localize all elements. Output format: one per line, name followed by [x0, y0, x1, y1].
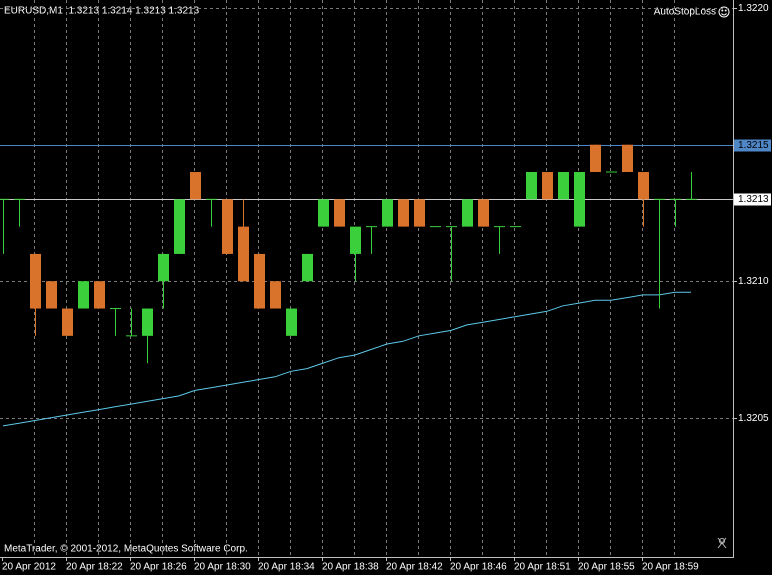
- candle-body: [318, 199, 329, 227]
- candle: [670, 198, 681, 227]
- candle: [574, 172, 585, 227]
- candle-body: [270, 281, 281, 309]
- candle: [494, 226, 505, 254]
- candle: [638, 172, 649, 227]
- candle: [0, 198, 9, 254]
- price-label-box: [734, 139, 771, 152]
- candle: [302, 253, 313, 282]
- x-tick-label: 20 Apr 18:42: [386, 562, 443, 573]
- candle: [654, 198, 665, 309]
- candle: [334, 199, 345, 227]
- candle: [286, 308, 297, 336]
- candle: [414, 199, 425, 227]
- y-tick-label: 1.3220: [738, 3, 769, 14]
- candle-body: [222, 199, 233, 254]
- candle-body: [526, 172, 537, 200]
- candle: [14, 198, 25, 227]
- candle-body: [190, 172, 201, 200]
- candle: [78, 281, 89, 309]
- candle: [558, 172, 569, 200]
- candle: [398, 199, 409, 227]
- x-tick-label: 20 Apr 18:34: [258, 562, 315, 573]
- x-tick-label: 20 Apr 18:59: [642, 562, 699, 573]
- x-tick-label: 20 Apr 18:55: [578, 562, 635, 573]
- y-tick-label: 1.3210: [738, 276, 769, 287]
- candle: [270, 281, 281, 309]
- price-label: 1.3213: [738, 194, 769, 205]
- candle: [190, 172, 201, 200]
- candle: [222, 199, 233, 254]
- candle: [542, 172, 553, 200]
- chart-title: EURUSD,M1 1.3213 1.3214 1.3213 1.3213: [4, 6, 200, 17]
- candle: [30, 253, 41, 336]
- candle: [62, 308, 73, 336]
- candle-body: [254, 253, 265, 309]
- x-tick-label: 20 Apr 18:30: [194, 562, 251, 573]
- candle-body: [478, 199, 489, 227]
- candle-body: [94, 281, 105, 309]
- candle: [110, 308, 121, 336]
- candle: [590, 144, 601, 173]
- candle: [238, 199, 249, 282]
- candle-body: [350, 226, 361, 254]
- candle: [158, 253, 169, 309]
- x-tick-label: 20 Apr 18:26: [130, 562, 187, 573]
- candle: [686, 172, 697, 200]
- moving-average: [2, 291, 691, 427]
- candle: [446, 226, 457, 282]
- candle: [382, 199, 393, 227]
- candle-body: [462, 199, 473, 227]
- candle: [254, 253, 265, 309]
- x-tick-label: 20 Apr 18:38: [322, 562, 379, 573]
- candle-body: [62, 308, 73, 336]
- price-label-box: [734, 193, 771, 206]
- candle: [142, 308, 153, 364]
- candle-body: [398, 199, 409, 227]
- candle: [350, 226, 361, 282]
- candle-body: [638, 172, 649, 200]
- y-tick-label: 1.3205: [738, 413, 769, 424]
- candle: [366, 226, 377, 254]
- candle-body: [558, 172, 569, 200]
- candle: [94, 281, 105, 309]
- expert-name: AutoStopLoss: [654, 7, 716, 18]
- candle: [622, 144, 633, 173]
- smiley-icon: [718, 6, 730, 18]
- candle-body: [286, 308, 297, 336]
- candle: [526, 172, 537, 200]
- candle-body: [30, 253, 41, 309]
- price-label: 1.3215: [738, 140, 769, 151]
- candle: [318, 199, 329, 227]
- x-tick-label: 20 Apr 2012: [2, 562, 56, 573]
- candle-body: [622, 144, 633, 173]
- candle-body: [414, 199, 425, 227]
- x-tick-label: 20 Apr 18:46: [450, 562, 507, 573]
- candle-body: [590, 144, 601, 173]
- candle-body: [142, 308, 153, 336]
- candle: [478, 199, 489, 227]
- candle-body: [334, 199, 345, 227]
- candle: [174, 199, 185, 254]
- x-tick-label: 20 Apr 18:22: [66, 562, 123, 573]
- candle: [126, 308, 137, 337]
- candle-body: [382, 199, 393, 227]
- x-tick-label: 20 Apr 18:51: [514, 562, 571, 573]
- close-icon[interactable]: [717, 537, 727, 549]
- candle-body: [78, 281, 89, 309]
- candle-body: [542, 172, 553, 200]
- candle-body: [46, 281, 57, 309]
- candle-body: [238, 226, 249, 282]
- candle-body: [574, 172, 585, 227]
- candle-body: [174, 199, 185, 254]
- candle-body: [302, 253, 313, 282]
- copyright: MetaTrader, © 2001-2012, MetaQuotes Soft…: [4, 544, 248, 555]
- candle: [462, 199, 473, 227]
- candle: [206, 198, 217, 227]
- candle: [46, 281, 57, 309]
- candle-body: [158, 253, 169, 282]
